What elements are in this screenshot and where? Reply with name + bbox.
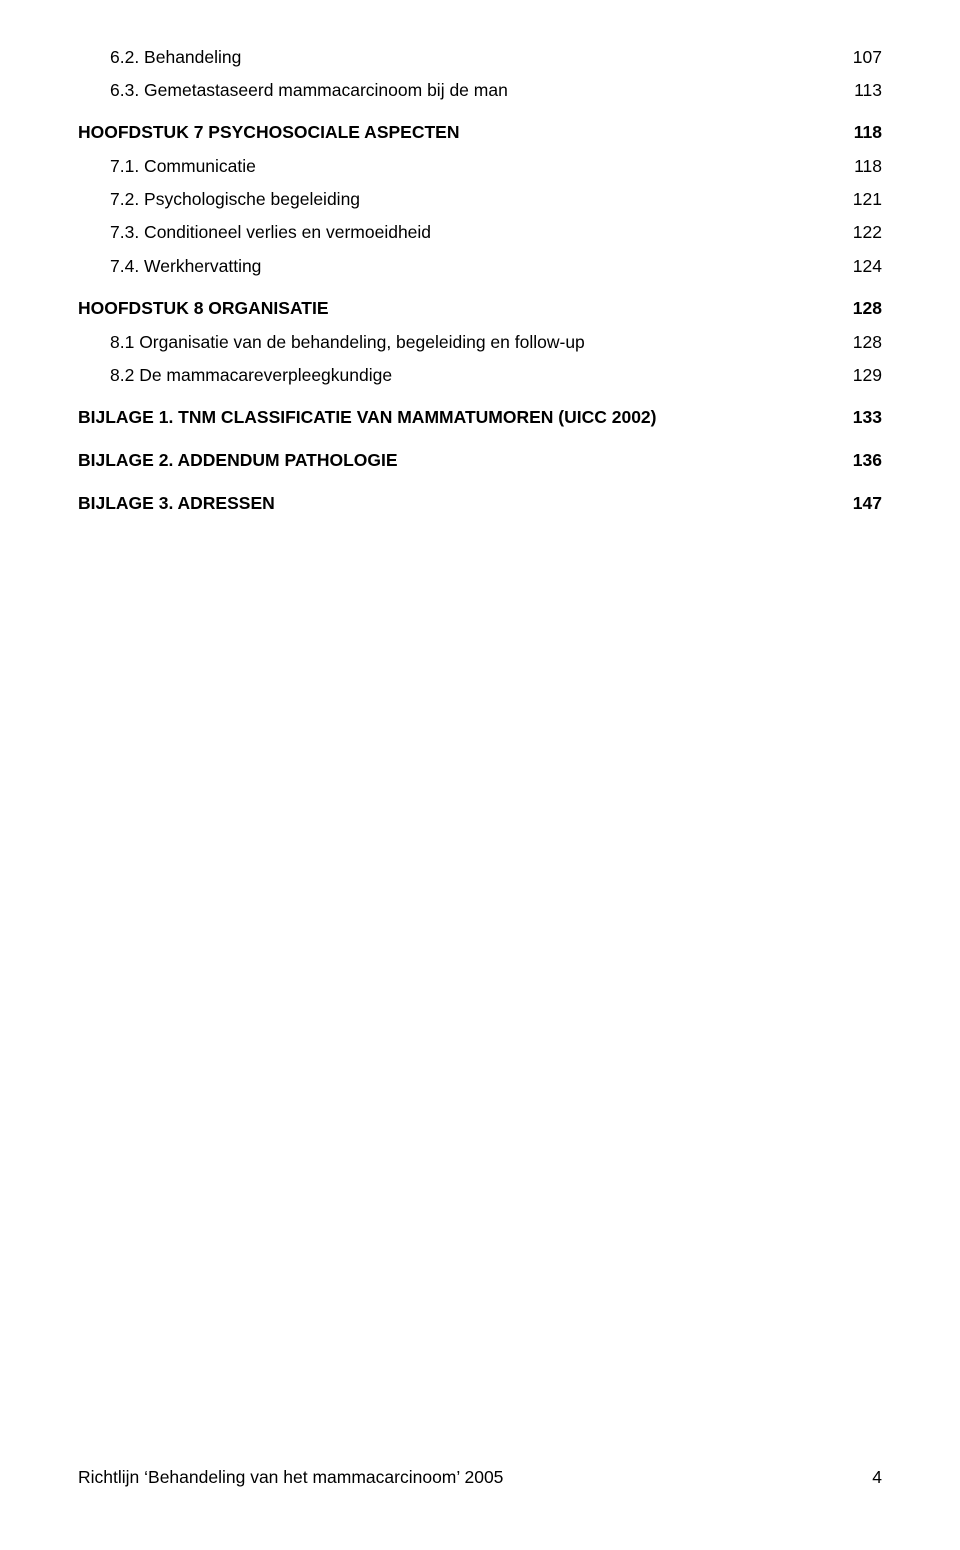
toc-chapter-heading: HOOFDSTUK 7 PSYCHOSOCIALE ASPECTEN 118 [78, 118, 882, 147]
toc-label: HOOFDSTUK 8 ORGANISATIE [78, 294, 329, 323]
document-page: 6.2. Behandeling 107 6.3. Gemetastaseerd… [0, 0, 960, 1550]
toc-page-number: 133 [853, 403, 882, 432]
toc-page-number: 118 [854, 118, 882, 147]
toc-entry: 6.3. Gemetastaseerd mammacarcinoom bij d… [78, 77, 882, 104]
toc-label: 7.4. Werkhervatting [110, 253, 261, 280]
toc-entry: 7.1. Communicatie 118 [78, 153, 882, 180]
toc-label: 8.2 De mammacareverpleegkundige [110, 362, 392, 389]
toc-appendix-heading: BIJLAGE 1. TNM CLASSIFICATIE VAN MAMMATU… [78, 403, 882, 432]
toc-page-number: 107 [853, 44, 882, 71]
toc-page-number: 122 [853, 219, 882, 246]
toc-label: 7.1. Communicatie [110, 153, 256, 180]
toc-page-number: 118 [854, 153, 882, 180]
toc-page-number: 128 [853, 294, 882, 323]
toc-page-number: 128 [853, 329, 882, 356]
toc-entry: 6.2. Behandeling 107 [78, 44, 882, 71]
toc-label: BIJLAGE 1. TNM CLASSIFICATIE VAN MAMMATU… [78, 403, 657, 432]
toc-page-number: 129 [853, 362, 882, 389]
page-footer: Richtlijn ‘Behandeling van het mammacarc… [78, 1467, 882, 1488]
toc-label: BIJLAGE 2. ADDENDUM PATHOLOGIE [78, 446, 398, 475]
toc-chapter-heading: HOOFDSTUK 8 ORGANISATIE 128 [78, 294, 882, 323]
toc-page-number: 136 [853, 446, 882, 475]
toc-label: 7.2. Psychologische begeleiding [110, 186, 360, 213]
toc-page-number: 113 [854, 77, 882, 104]
toc-entry: 7.4. Werkhervatting 124 [78, 253, 882, 280]
toc-appendix-heading: BIJLAGE 2. ADDENDUM PATHOLOGIE 136 [78, 446, 882, 475]
toc-entry: 8.2 De mammacareverpleegkundige 129 [78, 362, 882, 389]
footer-title: Richtlijn ‘Behandeling van het mammacarc… [78, 1467, 503, 1488]
toc-label: BIJLAGE 3. ADRESSEN [78, 489, 275, 518]
toc-page-number: 124 [853, 253, 882, 280]
toc-entry: 7.3. Conditioneel verlies en vermoeidhei… [78, 219, 882, 246]
toc-entry: 8.1 Organisatie van de behandeling, bege… [78, 329, 882, 356]
toc-page-number: 147 [853, 489, 882, 518]
toc-label: 7.3. Conditioneel verlies en vermoeidhei… [110, 219, 431, 246]
footer-page-number: 4 [872, 1467, 882, 1488]
toc-page-number: 121 [853, 186, 882, 213]
toc-appendix-heading: BIJLAGE 3. ADRESSEN 147 [78, 489, 882, 518]
table-of-contents: 6.2. Behandeling 107 6.3. Gemetastaseerd… [78, 44, 882, 517]
toc-label: 8.1 Organisatie van de behandeling, bege… [110, 329, 585, 356]
toc-label: HOOFDSTUK 7 PSYCHOSOCIALE ASPECTEN [78, 118, 459, 147]
toc-entry: 7.2. Psychologische begeleiding 121 [78, 186, 882, 213]
toc-label: 6.3. Gemetastaseerd mammacarcinoom bij d… [110, 77, 508, 104]
toc-label: 6.2. Behandeling [110, 44, 241, 71]
